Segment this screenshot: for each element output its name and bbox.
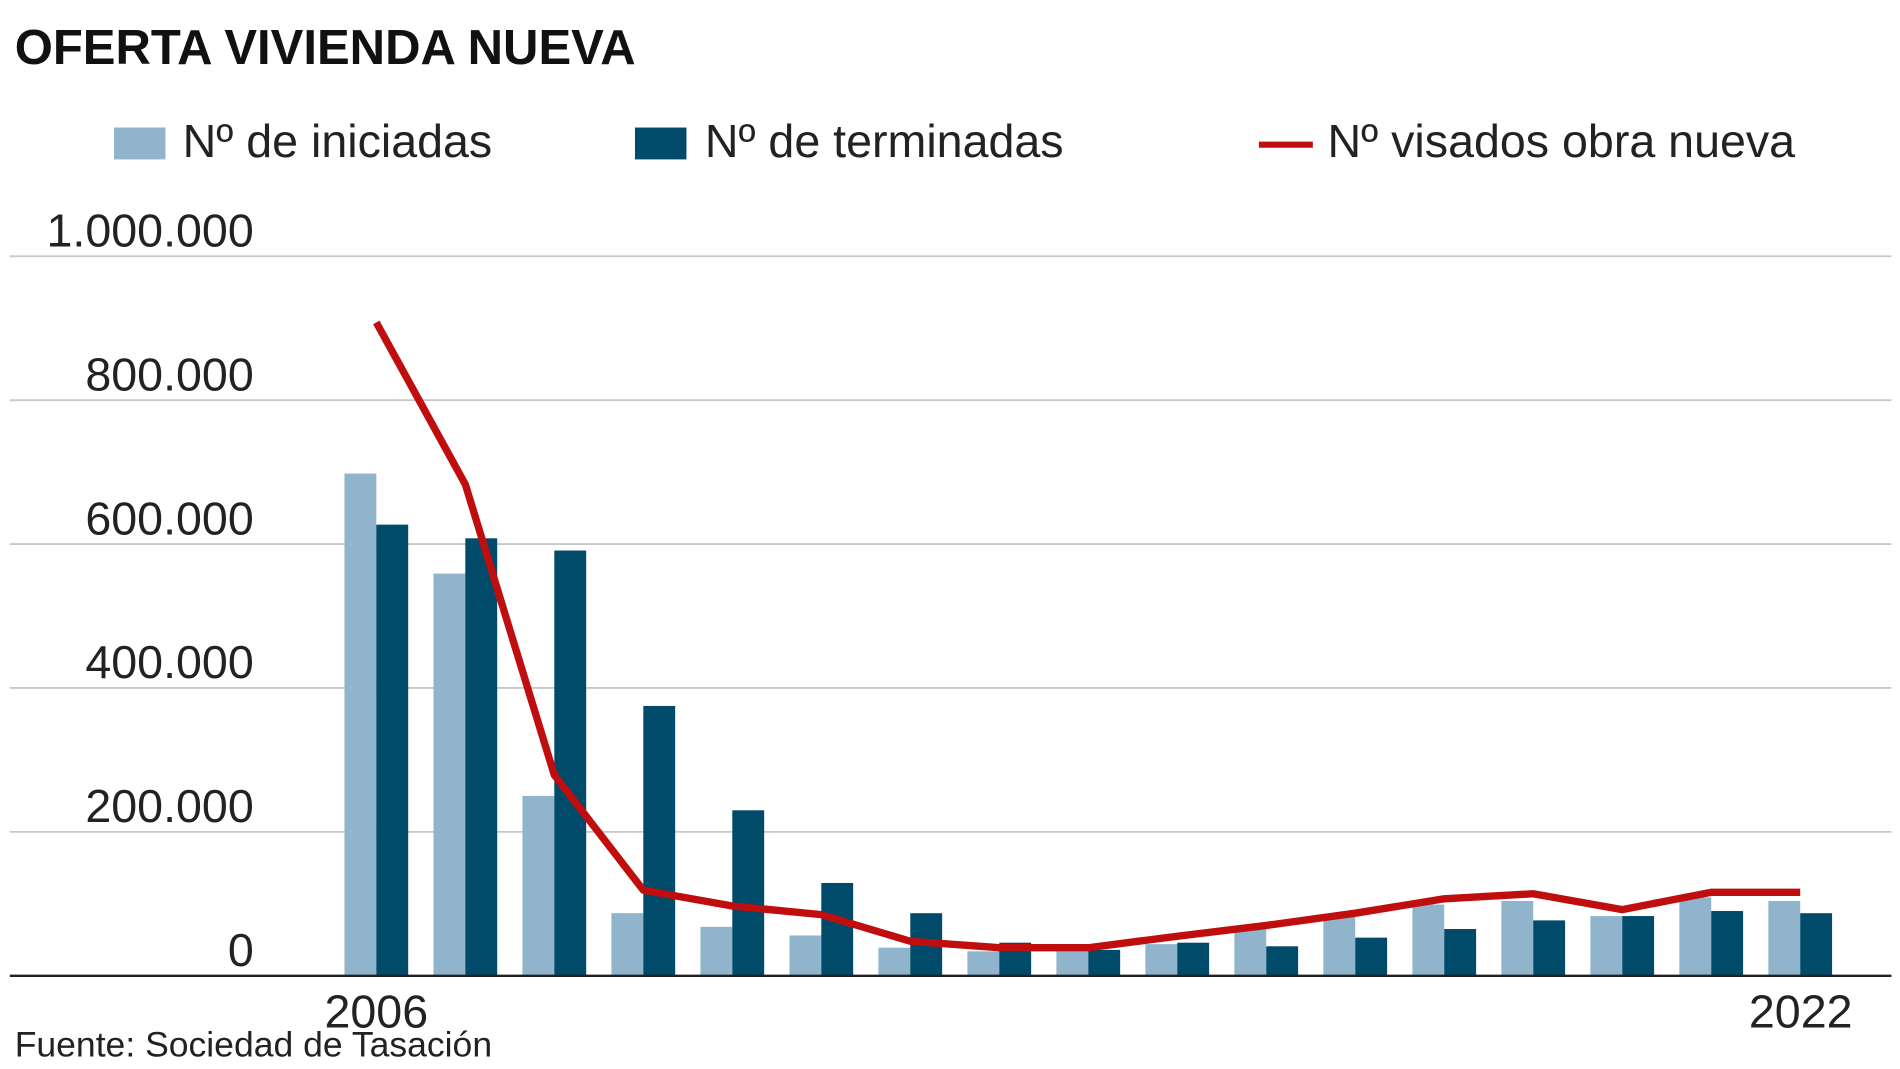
bar-terminadas-2022 (1800, 913, 1833, 976)
bar-iniciadas-2015 (1145, 944, 1178, 976)
bar-iniciadas-2013 (967, 951, 1000, 976)
y-tick-label: 0 (228, 924, 254, 976)
y-tick-label: 800.000 (85, 348, 253, 400)
y-tick-label: 600.000 (85, 492, 253, 544)
y-axis-ticks: 0 200.000 400.000 600.000 800.000 1.000.000 (47, 204, 254, 976)
bar-iniciadas-2021 (1679, 897, 1712, 976)
x-tick-label-last: 2022 (1749, 985, 1853, 1037)
legend-label-visados: Nº visados obra nueva (1328, 115, 1796, 167)
bar-terminadas-2008 (554, 550, 587, 976)
bar-iniciadas-2011 (789, 935, 822, 976)
bar-terminadas-2019 (1533, 920, 1566, 976)
bar-terminadas-2018 (1444, 929, 1477, 976)
gridlines (9, 255, 1892, 833)
legend: Nº de iniciadas Nº de terminadas Nº visa… (114, 115, 1795, 167)
bars (344, 473, 1833, 976)
legend-label-iniciadas: Nº de iniciadas (183, 115, 493, 167)
bar-iniciadas-2022 (1768, 900, 1801, 976)
y-tick-label: 400.000 (85, 636, 253, 688)
bar-terminadas-2010 (732, 810, 765, 976)
y-tick-label: 1.000.000 (47, 204, 254, 256)
bar-iniciadas-2010 (700, 926, 733, 976)
bar-terminadas-2007 (465, 538, 498, 976)
bar-terminadas-2006 (376, 524, 409, 976)
bar-iniciadas-2018 (1412, 904, 1445, 976)
bar-iniciadas-2020 (1590, 916, 1623, 976)
legend-swatch-iniciadas (114, 127, 166, 160)
bar-terminadas-2016 (1266, 946, 1299, 976)
bar-iniciadas-2019 (1501, 900, 1534, 976)
source-note: Fuente: Sociedad de Tasación (15, 1025, 492, 1065)
chart-title: OFERTA VIVIENDA NUEVA (15, 21, 636, 75)
bar-terminadas-2009 (643, 705, 676, 976)
legend-swatch-terminadas (634, 127, 687, 160)
bar-iniciadas-2016 (1234, 929, 1267, 976)
bar-terminadas-2014 (1088, 949, 1121, 976)
line-visados (373, 320, 1801, 952)
bar-iniciadas-2006 (344, 473, 377, 976)
bar-iniciadas-2009 (611, 913, 644, 976)
bar-terminadas-2011 (821, 882, 854, 976)
bar-terminadas-2021 (1711, 911, 1744, 976)
bar-iniciadas-2008 (522, 795, 555, 976)
bar-terminadas-2017 (1355, 937, 1388, 976)
bar-iniciadas-2014 (1056, 951, 1089, 976)
bar-terminadas-2015 (1177, 942, 1210, 976)
line-series (373, 320, 1801, 952)
legend-label-terminadas: Nº de terminadas (705, 115, 1064, 167)
bar-iniciadas-2007 (433, 573, 466, 976)
bar-iniciadas-2012 (878, 947, 911, 976)
bar-terminadas-2020 (1622, 916, 1655, 976)
x-tick-label-first: 2006 (325, 985, 429, 1037)
y-tick-label: 200.000 (85, 780, 253, 832)
bar-iniciadas-2017 (1323, 916, 1356, 976)
